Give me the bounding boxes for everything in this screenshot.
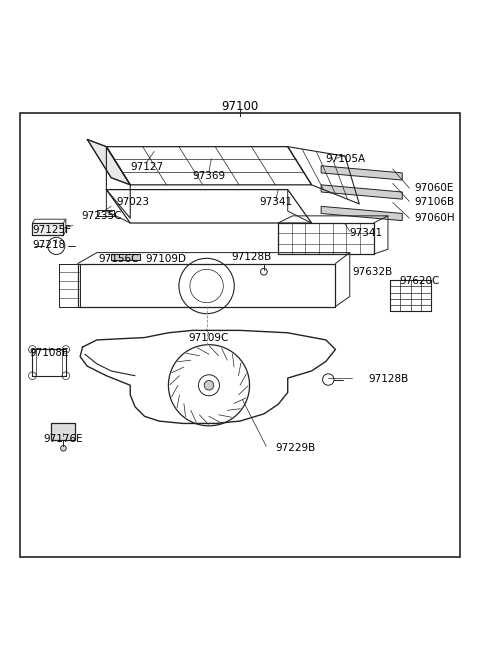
- Text: 97218: 97218: [33, 240, 66, 250]
- Polygon shape: [111, 254, 140, 260]
- Text: 97369: 97369: [192, 171, 226, 181]
- Text: 97106B: 97106B: [414, 197, 454, 207]
- Polygon shape: [321, 206, 402, 220]
- Text: 97128B: 97128B: [232, 253, 272, 262]
- Text: 97127: 97127: [131, 161, 164, 172]
- Circle shape: [60, 445, 66, 451]
- Text: 97060E: 97060E: [414, 183, 454, 193]
- Circle shape: [62, 346, 70, 354]
- Text: 97235C: 97235C: [81, 211, 122, 221]
- Polygon shape: [51, 423, 75, 440]
- Circle shape: [62, 372, 70, 380]
- Text: 97100: 97100: [221, 100, 259, 113]
- Circle shape: [29, 346, 36, 354]
- Text: 97105A: 97105A: [325, 154, 365, 163]
- Text: 97128B: 97128B: [369, 374, 409, 384]
- Circle shape: [29, 372, 36, 380]
- Text: 97341: 97341: [259, 197, 292, 207]
- Circle shape: [204, 380, 214, 390]
- Text: 97620C: 97620C: [400, 276, 440, 286]
- Text: 97632B: 97632B: [352, 267, 392, 277]
- Text: 97109C: 97109C: [189, 333, 229, 342]
- Polygon shape: [321, 166, 402, 180]
- Text: 97176E: 97176E: [44, 434, 83, 443]
- Text: 97023: 97023: [116, 197, 149, 207]
- Text: 97156C: 97156C: [98, 254, 139, 264]
- Text: 97229B: 97229B: [276, 443, 316, 453]
- Text: 97108E: 97108E: [29, 348, 69, 358]
- Text: 97060H: 97060H: [414, 213, 455, 223]
- Text: 97341: 97341: [350, 228, 383, 237]
- Polygon shape: [321, 185, 402, 199]
- Text: 97125F: 97125F: [33, 225, 72, 235]
- Polygon shape: [87, 140, 130, 185]
- Text: 97109D: 97109D: [145, 254, 187, 264]
- Polygon shape: [33, 223, 63, 235]
